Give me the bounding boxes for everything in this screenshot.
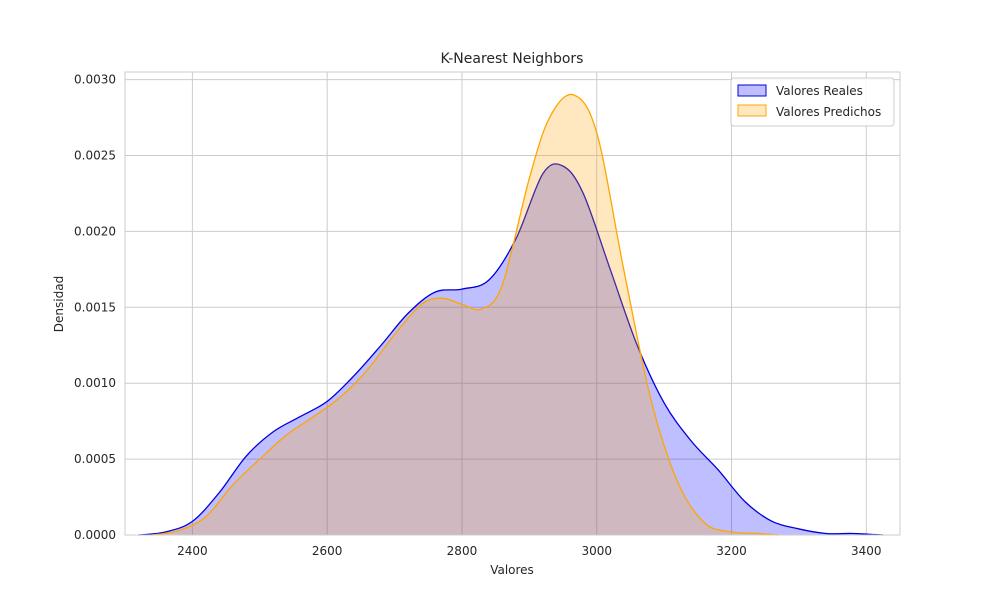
- density-area-valores-predichos: [151, 94, 779, 536]
- y-tick-label: 0.0020: [74, 224, 116, 238]
- y-tick-label: 0.0000: [74, 528, 116, 542]
- y-tick-label: 0.0015: [74, 300, 116, 314]
- x-tick-label: 2800: [447, 544, 478, 558]
- y-tick-label: 0.0010: [74, 376, 116, 390]
- y-tick-label: 0.0005: [74, 452, 116, 466]
- plot-area: [125, 72, 900, 535]
- density-line-valores-reales: [138, 163, 884, 536]
- chart-title: K-Nearest Neighbors: [441, 51, 584, 67]
- y-tick-label: 0.0025: [74, 148, 116, 162]
- density-line-valores-predichos: [151, 93, 779, 536]
- y-axis-label: Densidad: [52, 276, 66, 332]
- x-tick-label: 3000: [581, 544, 612, 558]
- legend-frame: [730, 77, 895, 127]
- x-tick-label: 3400: [851, 544, 882, 558]
- x-tick-label: 2400: [177, 544, 208, 558]
- x-tick-labels: 2400 2600 2800 3000 3200 3400: [177, 544, 881, 558]
- density-areas: [138, 93, 884, 536]
- legend-swatch-valores-predichos: [737, 104, 767, 117]
- density-area-valores-reales: [138, 163, 884, 535]
- x-tick-label: 2600: [312, 544, 343, 558]
- y-tick-label: 0.0030: [74, 73, 116, 87]
- legend-swatch-valores-reales: [737, 84, 767, 97]
- plot-frame: [124, 71, 901, 536]
- legend-label-valores-reales: Valores Reales: [776, 84, 863, 98]
- x-axis-label: Valores: [490, 563, 534, 577]
- legend-label-valores-predichos: Valores Predichos: [776, 105, 881, 119]
- x-tick-label: 3200: [716, 544, 747, 558]
- y-tick-labels: 0.0000 0.0005 0.0010 0.0015 0.0020 0.0025 0.00…: [74, 73, 116, 542]
- legend: Valores Reales Valores Predichos: [730, 77, 895, 127]
